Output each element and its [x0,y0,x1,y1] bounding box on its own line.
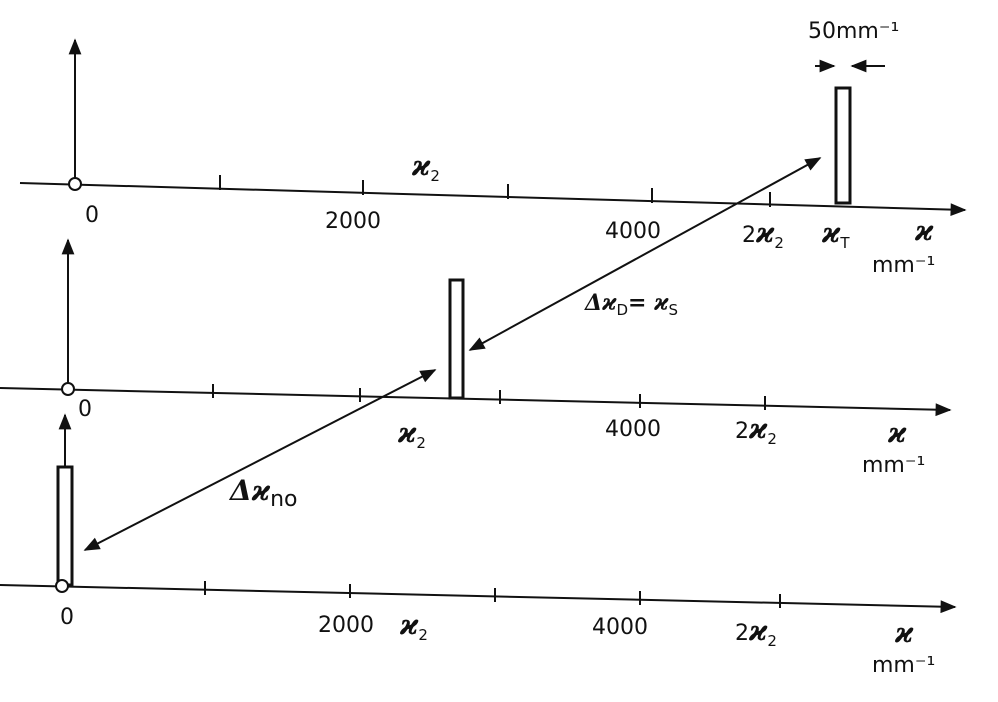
axis-unit: mm⁻¹ [872,653,935,678]
shift-label: Δϰno [228,474,297,512]
axis [19,182,967,216]
label-part: ϰ [748,614,768,647]
label-part: 2 [735,419,749,444]
tick-label: 4000 [605,417,661,442]
label-part: ϰ [755,216,775,249]
k2-label: ϰ2 [399,608,428,644]
tick-label: 2000 [318,613,374,638]
label-part: no [270,487,297,512]
origin-label: 0 [85,203,99,228]
label-part: 2 [430,167,440,185]
axis-symbol: ϰ [887,416,907,449]
label-part: ϰ [748,412,768,445]
two-k2-label: 2ϰ2 [735,412,777,448]
panel-1: 50mm⁻¹ 0 2000 4000 ϰ2 2ϰ2 ϰT ϰ mm⁻¹ ΔϰD=… [19,19,967,351]
label-part: Δϰ [584,290,617,316]
label-part: 2 [767,632,777,650]
line-peak [56,465,74,587]
label-part: T [839,234,850,252]
shift-arrow [468,157,822,351]
shift-arrow [83,369,437,551]
label-part: 2 [416,434,426,452]
label-part: Δϰ [228,474,271,507]
axis [0,584,957,614]
origin [61,382,75,396]
line-peak [448,278,465,400]
axis-unit: mm⁻¹ [872,253,935,278]
label-part: 2 [742,223,756,248]
width-label: 50mm⁻¹ [808,19,899,44]
axis-symbol: ϰ [894,616,914,649]
two-k2-label: 2ϰ2 [735,614,777,650]
line-peak [834,86,852,205]
tick-label: 2000 [325,209,381,234]
panel-2: 0 4000 ϰ2 2ϰ2 ϰ mm⁻¹ Δϰno [0,238,952,551]
label-part: D [616,301,628,319]
label-part: 2 [774,234,784,252]
label-part: 2 [767,430,777,448]
origin [55,579,69,593]
label-part: ϰ [399,608,419,641]
two-k2-label: 2ϰ2 [742,216,784,252]
label-part: ϰ [821,216,841,249]
kT-label: ϰT [821,216,850,252]
tick-label: 4000 [605,219,661,244]
tick-label: 4000 [592,615,648,640]
shift-label: ΔϰD= ϰS [584,290,678,319]
axis-symbol: ϰ [914,214,934,247]
axis-unit: mm⁻¹ [862,453,925,478]
ticks [204,581,781,608]
label-part: ϰ [411,149,431,182]
label-part: ϰ [397,416,417,449]
axis [0,387,952,417]
ticks [212,384,766,410]
panel-3: 0 2000 4000 ϰ2 2ϰ2 ϰ mm⁻¹ [0,413,957,678]
origin [68,177,82,191]
label-part: S [669,301,679,319]
origin-label: 0 [78,397,92,422]
label-part: = ϰ [628,290,669,316]
k2-label: ϰ2 [397,416,426,452]
label-part: 2 [735,621,749,646]
origin-label: 0 [60,605,74,630]
k2-label: ϰ2 [411,149,440,185]
label-part: 2 [418,626,428,644]
